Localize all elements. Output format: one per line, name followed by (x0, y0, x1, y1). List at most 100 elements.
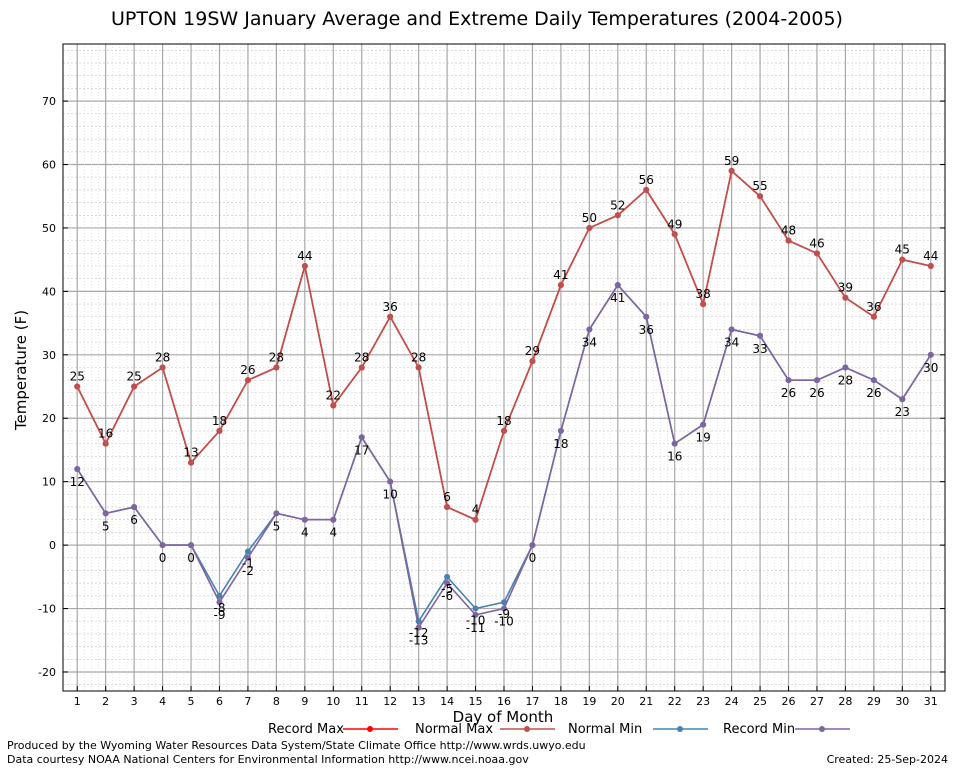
y-tick-label: 60 (42, 159, 56, 172)
legend-marker-record-min (819, 726, 825, 732)
created-date: Created: 25-Sep-2024 (826, 753, 948, 766)
x-tick-label: 4 (159, 695, 166, 708)
record-min-point (74, 465, 81, 472)
record-min-point (728, 326, 735, 333)
normal-max-point (614, 212, 621, 219)
max-data-label: 50 (582, 211, 597, 225)
legend-label-record-min: Record Min (723, 722, 795, 737)
max-data-label: 49 (667, 217, 682, 231)
normal-max-point (301, 263, 308, 270)
normal-max-point (358, 364, 365, 371)
min-data-label: 34 (724, 335, 739, 349)
record-min-point (273, 510, 280, 517)
x-tick-label: 17 (525, 695, 539, 708)
x-tick-label: 21 (639, 695, 653, 708)
y-tick-label: -20 (38, 666, 56, 679)
min-data-label: 33 (752, 342, 767, 356)
normal-max-point (216, 427, 223, 434)
record-min-point (757, 332, 764, 339)
x-tick-label: 5 (188, 695, 195, 708)
x-tick-label: 6 (216, 695, 223, 708)
normal-max-point (899, 256, 906, 263)
y-tick-label: 70 (42, 95, 56, 108)
max-data-label: 55 (752, 179, 767, 193)
record-min-point (301, 516, 308, 523)
normal-max-point (927, 263, 934, 270)
record-min-point (501, 605, 507, 612)
normal-min-point (472, 605, 479, 612)
y-axis-label: Temperature (F) (12, 310, 30, 431)
record-min-point (188, 542, 195, 549)
normal-max-point (671, 231, 678, 238)
series-lines (74, 167, 934, 631)
normal-min-point (444, 573, 451, 580)
normal-max-point (529, 358, 536, 365)
normal-max-point (586, 224, 593, 231)
normal-max-point (74, 383, 81, 390)
max-data-label: 28 (354, 351, 369, 365)
max-data-label: 28 (411, 351, 426, 365)
x-tick-label: 14 (440, 695, 454, 708)
y-tick-label: 40 (42, 285, 56, 298)
x-tick-label: 29 (867, 695, 881, 708)
x-tick-label: 16 (497, 695, 511, 708)
normal-min-data-label: -1 (242, 556, 254, 570)
normal-min-point (244, 548, 251, 555)
normal-max-point (557, 282, 564, 289)
max-data-label: 6 (443, 490, 451, 504)
normal-max-point (472, 516, 479, 523)
max-data-label: 25 (126, 370, 141, 384)
x-tick-label: 18 (554, 695, 568, 708)
max-data-label: 16 (98, 427, 113, 441)
min-data-label: 26 (809, 386, 824, 400)
legend-label-normal-min: Normal Min (568, 722, 642, 737)
normal-max-point (188, 459, 195, 466)
normal-max-point (643, 186, 650, 193)
min-data-label: 41 (610, 291, 625, 305)
chart-title: UPTON 19SW January Average and Extreme D… (111, 8, 843, 30)
record-min-point (131, 504, 138, 511)
normal-max-point (870, 313, 877, 320)
record-min-point (387, 478, 394, 485)
normal-max-point (330, 402, 337, 409)
record-min-point (529, 542, 536, 549)
min-data-label: 34 (582, 335, 597, 349)
normal-max-point (131, 383, 138, 390)
record-min-point (927, 351, 934, 358)
x-tick-label: 31 (924, 695, 938, 708)
record-min-point (842, 364, 849, 371)
legend-marker-normal-max (524, 726, 530, 732)
record-min-point (785, 377, 792, 384)
x-tick-label: 10 (326, 695, 340, 708)
max-data-label: 28 (269, 351, 284, 365)
credit-ncei: Data courtesy NOAA National Centers for … (7, 753, 529, 766)
max-data-label: 13 (183, 446, 198, 460)
data-labels: 2516252813182628442228362864182941505256… (70, 154, 939, 648)
y-tick-label: 20 (42, 412, 56, 425)
x-tick-label: 7 (244, 695, 251, 708)
y-tick-label: 10 (42, 476, 56, 489)
normal-min-point (216, 592, 223, 599)
max-data-label: 25 (70, 370, 85, 384)
min-data-label: 5 (273, 519, 281, 533)
record-min-point (614, 282, 621, 289)
x-tick-label: 28 (838, 695, 852, 708)
x-tick-label: 24 (725, 695, 739, 708)
record-min-point (415, 624, 422, 631)
record-min-point (870, 377, 877, 384)
x-tick-label: 25 (753, 695, 767, 708)
min-data-label: 19 (696, 431, 711, 445)
record-min-point (700, 421, 707, 428)
x-tick-label: 15 (469, 695, 483, 708)
legend: Record Max Normal Max Normal Min Record Min (268, 722, 850, 737)
max-data-label: 18 (212, 414, 227, 428)
record-min-point (899, 396, 906, 403)
record-min-point (813, 377, 820, 384)
credit-wrds: Produced by the Wyoming Water Resources … (7, 739, 586, 752)
max-data-label: 26 (240, 363, 255, 377)
record-min-point (444, 580, 451, 587)
min-data-label: 10 (383, 488, 398, 502)
max-data-label: 36 (383, 300, 398, 314)
